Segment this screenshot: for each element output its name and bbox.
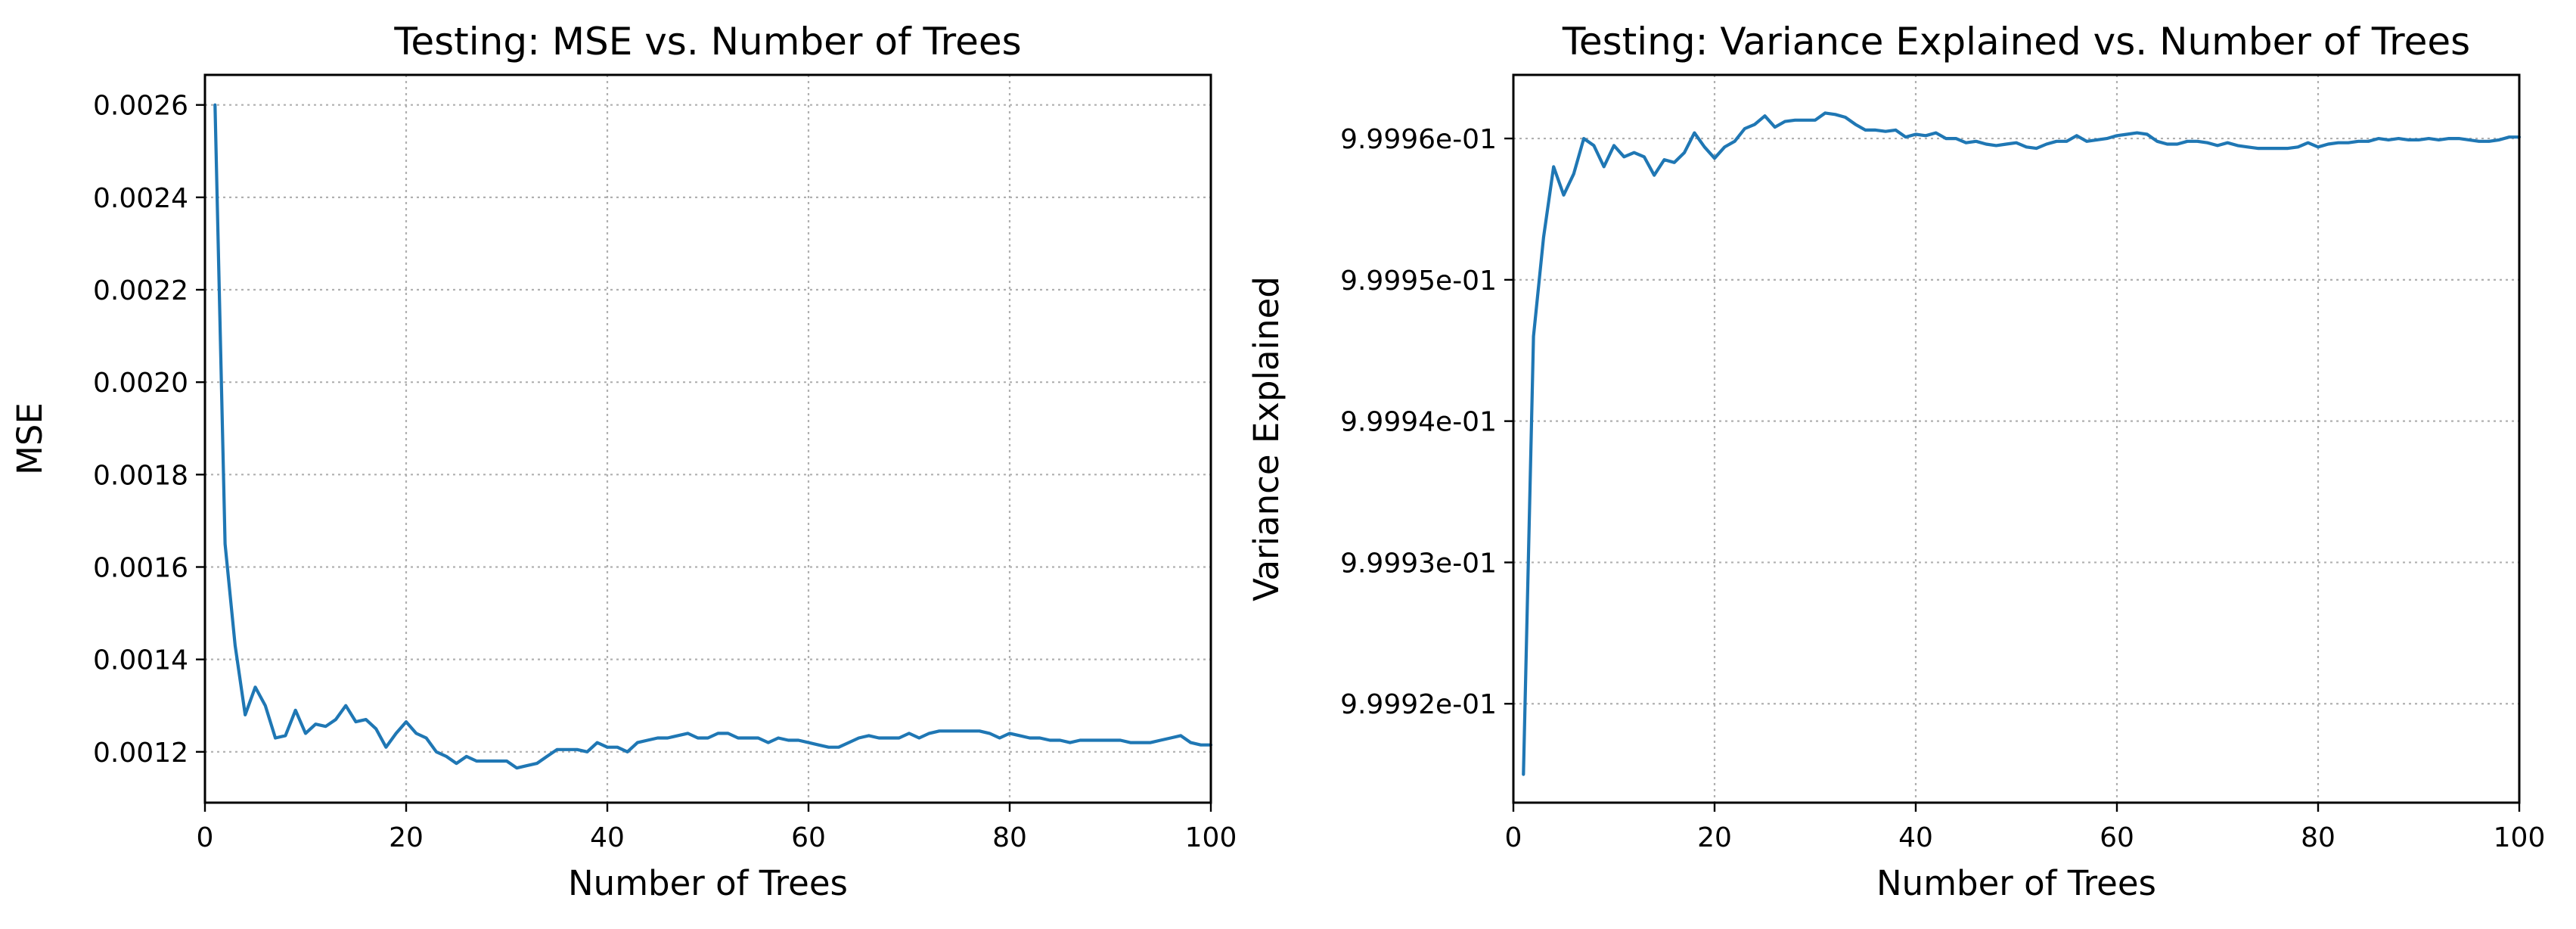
y-tick-label: 9.9992e-01: [1340, 689, 1497, 720]
x-axis-label: Number of Trees: [1876, 863, 2156, 903]
x-tick-label: 100: [2494, 822, 2546, 853]
y-axis-label: MSE: [10, 402, 50, 475]
y-tick-label: 0.0014: [93, 645, 188, 676]
x-axis-label: Number of Trees: [568, 863, 848, 903]
chart-1: 0 20 40 60 80 100 0.0012 0.0014 0.0016 0.0018 0.00…: [10, 20, 1237, 903]
y-tick-label: 0.0022: [93, 275, 188, 306]
series-line: [213, 103, 1213, 770]
y-tick-label: 0.0026: [93, 91, 188, 122]
plot-frame: [203, 73, 1212, 804]
plot-frame: [1512, 73, 2521, 804]
x-tick-label: 100: [1185, 822, 1237, 853]
y-axis-label: Variance Explained: [1246, 276, 1286, 601]
x-tick-label: 40: [590, 822, 625, 853]
y-tick-label: 9.9996e-01: [1340, 124, 1497, 155]
y-tick-label: 9.9994e-01: [1340, 407, 1497, 438]
x-tick-label: 80: [2301, 822, 2335, 853]
x-tick-label: 80: [992, 822, 1027, 853]
x-tick-label: 20: [1697, 822, 1732, 853]
x-tick-label: 60: [2100, 822, 2134, 853]
y-tick-label: 0.0016: [93, 552, 188, 583]
y-tick-label: 9.9993e-01: [1340, 548, 1497, 579]
y-tick-label: 0.0018: [93, 460, 188, 491]
x-tick-label: 20: [389, 822, 424, 853]
y-tick-label: 0.0020: [93, 368, 188, 399]
series-line: [1522, 111, 2522, 776]
y-tick-label: 0.0024: [93, 183, 188, 214]
y-tick-label: 9.9995e-01: [1340, 266, 1497, 297]
chart-title: Testing: Variance Explained vs. Number o…: [1562, 20, 2470, 64]
chart-title: Testing: MSE vs. Number of Trees: [393, 20, 1021, 64]
x-tick-label: 0: [197, 822, 214, 853]
chart-2: 0 20 40 60 80 100 9.9992e-01 9.9993e-01 9.9994e-…: [1246, 20, 2545, 903]
x-tick-label: 0: [1505, 822, 1522, 853]
x-tick-label: 60: [791, 822, 826, 853]
x-tick-label: 40: [1898, 822, 1933, 853]
y-tick-label: 0.0012: [93, 738, 188, 769]
